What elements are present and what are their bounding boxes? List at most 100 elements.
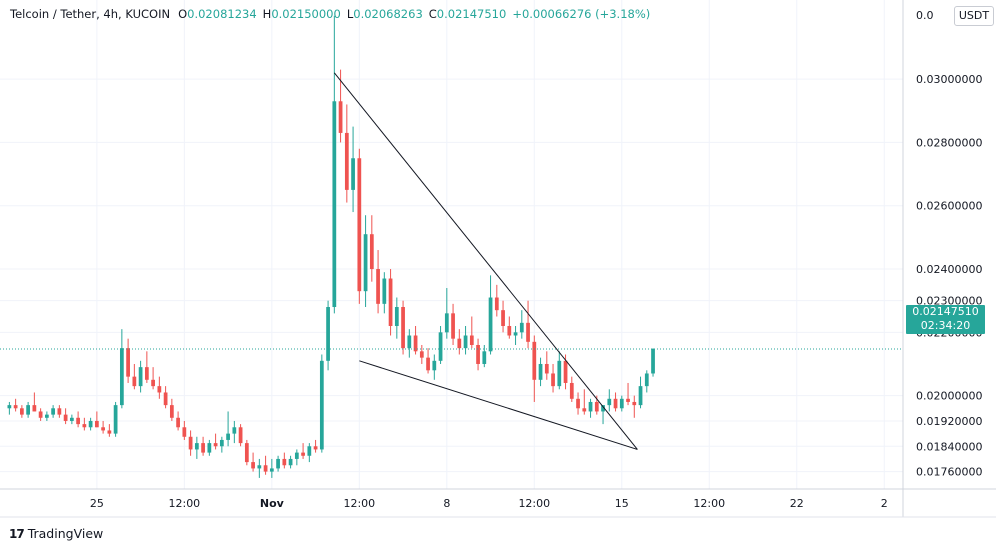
candle-body — [7, 405, 12, 409]
candle-body — [126, 348, 130, 377]
candle-body — [551, 373, 555, 387]
candle-body — [369, 234, 374, 270]
tradingview-footer[interactable]: 17 TradingView — [9, 526, 103, 541]
candle-body — [569, 382, 574, 399]
candle-body — [582, 408, 587, 412]
candle-body — [469, 335, 474, 345]
candle-body — [307, 446, 312, 456]
bar-countdown: 02:34:20 — [920, 319, 971, 332]
candle-body — [263, 465, 268, 472]
low-value: 0.02068263 — [353, 7, 423, 21]
trendline — [359, 360, 638, 450]
candle-body — [407, 335, 412, 349]
candle-body — [388, 278, 393, 326]
time-axis[interactable]: 25 12:00 Nov 12:00 8 12:00 15 12:00 22 2 — [90, 497, 888, 510]
candle-body — [501, 310, 505, 326]
candle-body — [376, 269, 380, 304]
candle-body — [44, 414, 49, 418]
price-tick-label: 0.01760000 — [916, 466, 982, 479]
candle-body — [57, 408, 62, 415]
tradingview-brand: TradingView — [27, 526, 104, 541]
time-tick-label: Nov — [260, 497, 285, 510]
change-value: +0.00066276 (+3.18%) — [512, 7, 651, 21]
candle-body — [432, 360, 437, 371]
candle-body — [544, 363, 549, 374]
high-value: 0.02150000 — [271, 7, 341, 21]
tradingview-logo-icon: 17 — [9, 526, 25, 541]
candle-body — [288, 458, 293, 466]
candle-body — [313, 446, 318, 450]
candle-body — [226, 433, 230, 440]
candle-body — [332, 101, 337, 308]
time-tick-label: 12:00 — [518, 497, 550, 510]
time-tick-label: 15 — [615, 497, 629, 510]
candle-body — [76, 417, 80, 425]
candle-body — [526, 322, 530, 342]
candle-body — [269, 468, 274, 472]
symbol-legend: Telcoin / Tether, 4h, KUCOIN O 0.02081234… — [10, 7, 650, 21]
candle-body — [163, 392, 168, 406]
candle-body — [32, 405, 37, 412]
candle-body — [438, 332, 443, 361]
candle-body — [188, 436, 193, 450]
time-tick-label: 25 — [90, 497, 104, 510]
time-tick-label: 12:00 — [168, 497, 200, 510]
candle-body — [463, 335, 468, 349]
candle-body — [513, 332, 518, 336]
candle-body — [232, 427, 237, 434]
open-value: 0.02081234 — [187, 7, 257, 21]
trendlines — [333, 72, 638, 450]
candle-body — [638, 386, 643, 406]
time-tick-label: 12:00 — [343, 497, 375, 510]
candle-body — [613, 398, 618, 409]
candle-body — [82, 424, 87, 428]
candle-body — [101, 427, 105, 431]
price-tick-label: 0.03000000 — [916, 73, 982, 86]
candle-body — [607, 398, 612, 406]
candle-body — [251, 462, 255, 469]
high-key: H — [262, 7, 272, 21]
candle-body — [151, 379, 155, 387]
candle-body — [13, 405, 18, 409]
candle-body — [201, 443, 205, 453]
candle-body — [532, 341, 537, 380]
price-tick-label: 0.01920000 — [916, 415, 982, 428]
candle-body — [138, 367, 143, 387]
candle-body — [301, 452, 305, 456]
candle-body — [144, 367, 149, 380]
candle-body — [157, 386, 162, 393]
close-value: 0.02147510 — [436, 7, 507, 21]
candle-body — [326, 307, 330, 361]
candle-body — [132, 376, 137, 387]
candle-body — [594, 401, 599, 412]
candle-body — [538, 363, 543, 380]
price-tick-label: 0.02400000 — [916, 263, 982, 276]
candle-body — [182, 427, 187, 437]
time-tick-label: 8 — [443, 497, 450, 510]
candle-body — [632, 401, 637, 406]
candle-body — [244, 443, 249, 463]
candle-body — [601, 405, 605, 412]
price-axis[interactable]: 0.03000000 0.02800000 0.02600000 0.02400000… — [916, 73, 982, 478]
candle-body — [576, 398, 580, 409]
candle-body — [19, 408, 24, 415]
candle-body — [213, 443, 218, 447]
price-axis-top-partial: 0.0 — [916, 9, 934, 22]
candle-body — [488, 297, 493, 352]
price-tick-label: 0.02800000 — [916, 136, 982, 149]
candle-body — [69, 417, 74, 421]
candle-body — [426, 357, 430, 371]
candles — [7, 15, 655, 478]
candle-body — [319, 360, 324, 450]
candle-body — [457, 338, 462, 349]
candle-body — [282, 458, 287, 466]
candle-body — [557, 360, 562, 387]
symbol-title[interactable]: Telcoin / Tether, 4h, KUCOIN — [10, 7, 171, 21]
currency-button[interactable]: USDT — [954, 6, 994, 26]
candle-body — [419, 351, 424, 358]
candle-body — [294, 452, 299, 459]
open-key: O — [178, 7, 188, 21]
candle-body — [344, 132, 349, 190]
candle-body — [588, 401, 593, 412]
